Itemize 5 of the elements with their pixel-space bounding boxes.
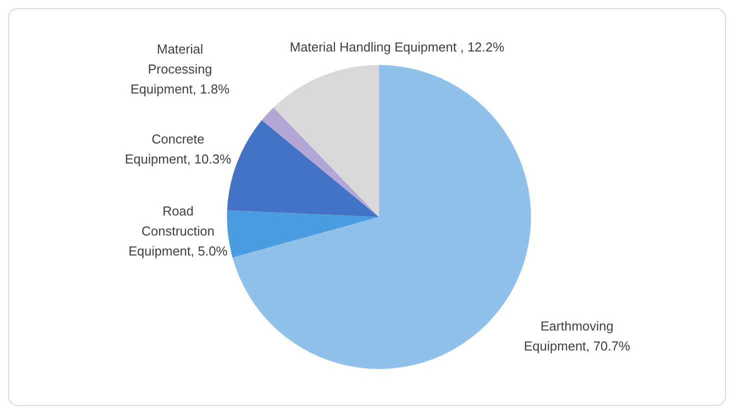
slice-label: Material Processing Equipment, 1.8%	[130, 42, 230, 97]
slice-label: Earthmoving Equipment, 70.7%	[524, 318, 631, 354]
slice-label: Material Handling Equipment , 12.2%	[290, 40, 505, 55]
slice-label: Concrete Equipment, 10.3%	[124, 132, 232, 167]
slice-label: Road Construction Equipment, 5.0%	[128, 204, 228, 259]
